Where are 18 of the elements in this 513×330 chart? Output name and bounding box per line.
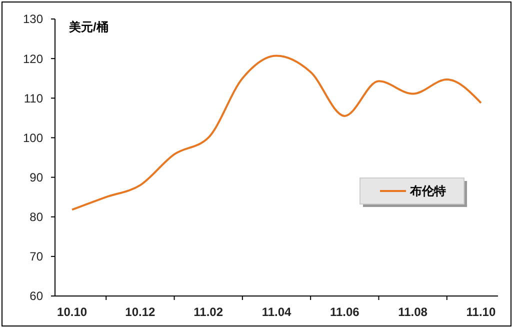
x-tick-label: 11.02 [194, 305, 224, 319]
y-tick-label: 90 [30, 170, 44, 184]
x-tick-label: 11.10 [466, 305, 496, 319]
y-tick-label: 80 [30, 210, 44, 224]
x-tick-label: 10.10 [57, 305, 88, 319]
y-tick-label: 110 [24, 91, 44, 106]
x-tick-label: 10.12 [125, 305, 156, 319]
line-series [71, 54, 482, 211]
y-axis-title: 美元/桶 [68, 20, 108, 34]
y-tick-label: 100 [22, 130, 44, 145]
x-tick-label: 11.08 [398, 305, 428, 319]
y-tick-label: 120 [22, 52, 44, 66]
x-tick-label: 11.04 [262, 305, 292, 319]
y-tick-label: 70 [30, 250, 44, 264]
x-tick-label: 11.06 [330, 305, 360, 319]
y-tick-label: 130 [22, 12, 44, 26]
legend-label: 布伦特 [409, 184, 446, 198]
y-tick-label: 60 [30, 289, 44, 304]
